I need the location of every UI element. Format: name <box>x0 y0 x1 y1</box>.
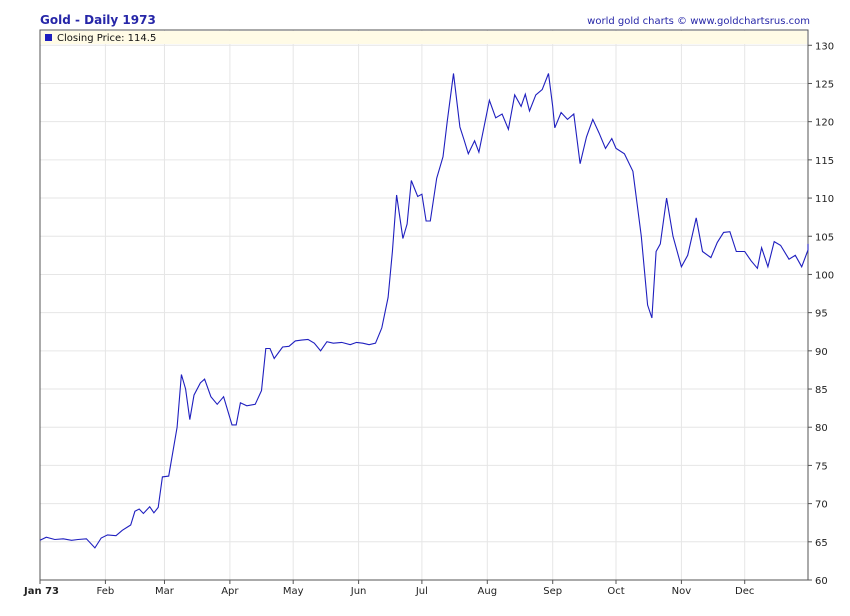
closing-price-line <box>39 73 809 549</box>
legend-label: Closing Price: 114.5 <box>57 33 156 44</box>
legend: Closing Price: 114.5 <box>41 31 807 44</box>
y-tick-label: 70 <box>815 500 828 511</box>
x-tick-label: Nov <box>672 586 692 597</box>
x-tick-label: Feb <box>97 586 115 597</box>
y-tick-label: 60 <box>815 576 828 587</box>
plot-frame <box>39 29 809 581</box>
x-tick-label: Jun <box>350 586 367 597</box>
x-tick-label: Jul <box>415 586 428 597</box>
x-tick-label: Mar <box>155 586 175 597</box>
y-tick-label: 120 <box>815 118 834 129</box>
x-tick-label: Jan 73 <box>23 586 59 597</box>
x-tick-label: Aug <box>478 586 498 597</box>
grid-lines <box>40 30 808 580</box>
y-tick-label: 95 <box>815 309 828 320</box>
y-tick-label: 115 <box>815 156 834 167</box>
chart-title: Gold - Daily 1973 <box>40 13 156 27</box>
x-tick-label: Oct <box>607 586 624 597</box>
y-tick-label: 85 <box>815 385 828 396</box>
x-tick-label: May <box>283 586 304 597</box>
y-tick-label: 75 <box>815 461 828 472</box>
x-tick-label: Dec <box>735 586 754 597</box>
y-tick-label: 90 <box>815 347 828 358</box>
y-tick-label: 100 <box>815 270 834 281</box>
y-axis: 60 65 70 75 80 85 90 95 100 105 110 115 120 125 130 <box>808 41 834 587</box>
y-tick-label: 80 <box>815 423 828 434</box>
y-tick-label: 110 <box>815 194 834 205</box>
y-tick-label: 65 <box>815 538 828 549</box>
legend-swatch <box>45 34 52 41</box>
x-tick-label: Apr <box>221 586 239 597</box>
x-axis: Jan 73 Feb Mar Apr May Jun Jul Aug Sep Oct Nov Dec <box>23 580 754 597</box>
chart-source: world gold charts © www.goldchartsrus.co… <box>587 16 810 27</box>
legend-background <box>41 31 807 44</box>
y-tick-label: 130 <box>815 41 834 52</box>
y-tick-label: 125 <box>815 79 834 90</box>
y-tick-label: 105 <box>815 232 834 243</box>
x-tick-label: Sep <box>543 586 562 597</box>
